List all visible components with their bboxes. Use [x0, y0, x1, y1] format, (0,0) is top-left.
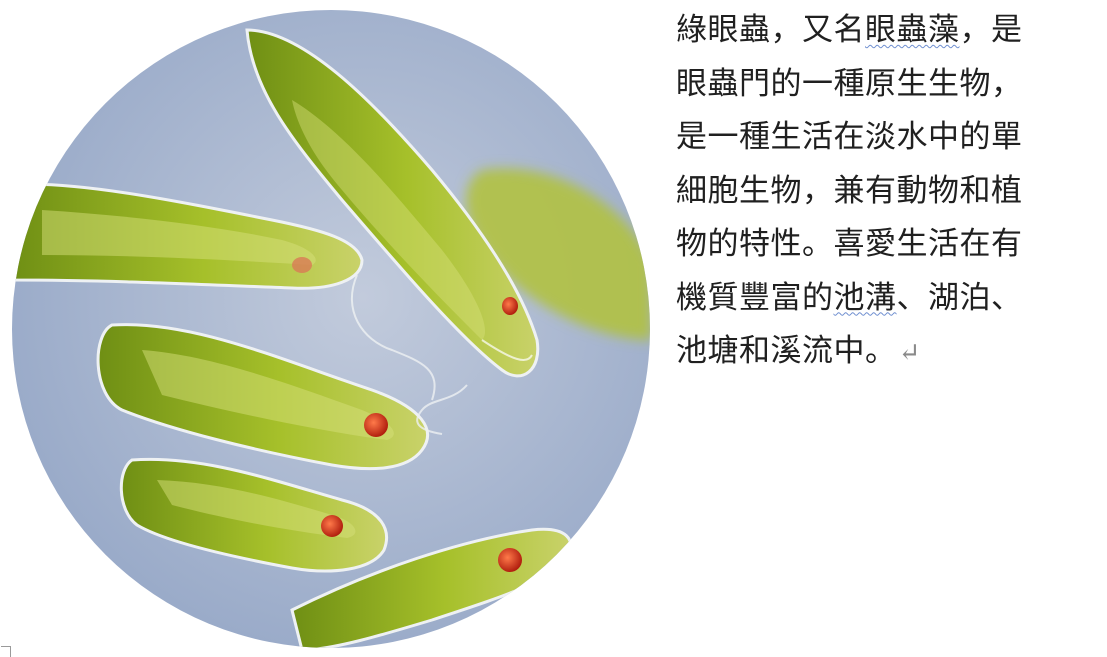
- euglena-figure[interactable]: [12, 10, 650, 648]
- paragraph-line-6: 機質豐富的池溝、湖泊、: [676, 272, 1096, 326]
- paragraph-line-5: 物的特性。喜愛生活在有: [676, 226, 1023, 262]
- text-segment: 池塘和溪流中。: [676, 333, 897, 369]
- paragraph-line-7: 池塘和溪流中。↵: [676, 325, 1096, 381]
- paragraph-line-4: 細胞生物，兼有動物和植: [676, 172, 1023, 209]
- euglena-cell: [119, 457, 389, 573]
- text-segment: 綠眼蟲，又名: [676, 12, 865, 48]
- paragraph-line-1: 綠眼蟲，又名眼蟲藻，是: [676, 4, 1096, 58]
- euglena-cell: [12, 182, 364, 290]
- euglena-cell-blurred: [466, 168, 650, 340]
- paragraph-line-2: 眼蟲門的一種原生生物，: [676, 65, 1023, 102]
- paragraph-mark-icon: ↵: [898, 338, 921, 368]
- paragraph-line-3: 是一種生活在淡水中的單: [676, 119, 1023, 155]
- text-segment: ，是: [959, 12, 1023, 48]
- text-segment: 機質豐富的: [676, 279, 834, 316]
- euglena-cell: [245, 28, 540, 378]
- text-segment: 、湖泊、: [896, 279, 1023, 316]
- euglena-flagella: [351, 274, 468, 435]
- proofing-marked-term[interactable]: 眼蟲藻: [865, 12, 960, 48]
- text-boundary-mark: [1, 646, 11, 657]
- article-paragraph: 綠眼蟲，又名眼蟲藻，是 眼蟲門的一種原生生物， 是一種生活在淡水中的單 細胞生物…: [676, 4, 1096, 381]
- euglena-micrograph: [12, 10, 650, 648]
- euglena-cell: [96, 323, 429, 471]
- proofing-marked-term[interactable]: 池溝: [833, 279, 897, 316]
